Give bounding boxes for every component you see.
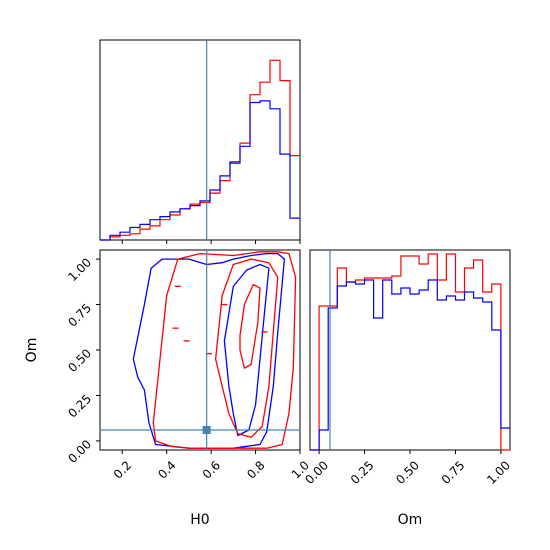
x-axis-title-Om: Om: [398, 512, 423, 528]
histogram-Om-frame: [309, 249, 511, 451]
contour-line-red: [152, 251, 297, 449]
contour-line-red: [239, 283, 261, 369]
truth-marker: [202, 426, 211, 434]
x-tick-label: 0.8: [244, 458, 267, 481]
contour-frame: [99, 249, 301, 451]
y-tick-label: 0.25: [65, 392, 94, 421]
histogram-H0-frame: [99, 39, 301, 241]
x-tick-label: 0.75: [439, 458, 468, 487]
y-tick-label: 0.50: [65, 346, 94, 375]
x-tick-label: 0.50: [393, 458, 422, 487]
panel-histogram-H0: [99, 39, 301, 244]
x-tick-label: 0.25: [348, 458, 377, 487]
x-tick-label: 0.4: [155, 458, 178, 481]
x-tick-label: 1.00: [484, 458, 513, 487]
x-tick-label: 0.00: [302, 458, 331, 487]
y-tick-label: 1.00: [65, 255, 94, 284]
y-tick-label: 0.00: [65, 437, 94, 466]
contour-line-blue: [132, 252, 286, 449]
contour-line-red: [214, 258, 279, 438]
histogram-series-red: [100, 59, 300, 241]
x-tick-label: 0.6: [200, 458, 223, 481]
histogram-series-blue: [100, 100, 300, 241]
panel-histogram-Om: 0.00 0.25 0.50 0.75 1.00 Om: [302, 249, 513, 528]
histogram-series-red: [310, 253, 510, 451]
y-axis-title-Om: Om: [24, 338, 40, 363]
contour-line-blue: [223, 263, 270, 437]
x-axis-title-H0: H0: [190, 512, 209, 528]
x-tick-label: 0.2: [111, 458, 134, 481]
histogram-series-blue: [310, 279, 510, 451]
y-tick-label: 0.75: [65, 301, 94, 330]
